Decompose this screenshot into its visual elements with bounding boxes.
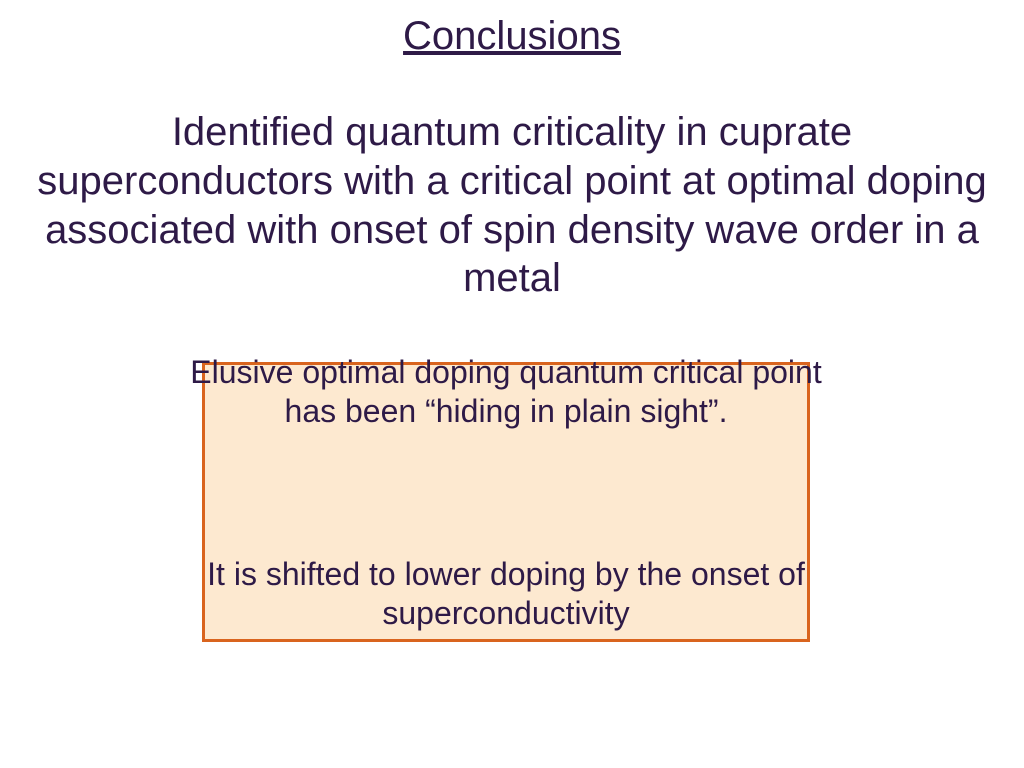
box-paragraph-2: It is shifted to lower doping by the ons…	[190, 555, 822, 633]
slide: Conclusions Identified quantum criticali…	[0, 0, 1024, 768]
box-paragraph-1: Elusive optimal doping quantum critical …	[190, 353, 822, 431]
main-paragraph: Identified quantum criticality in cuprat…	[20, 108, 1004, 303]
slide-title: Conclusions	[0, 14, 1024, 59]
